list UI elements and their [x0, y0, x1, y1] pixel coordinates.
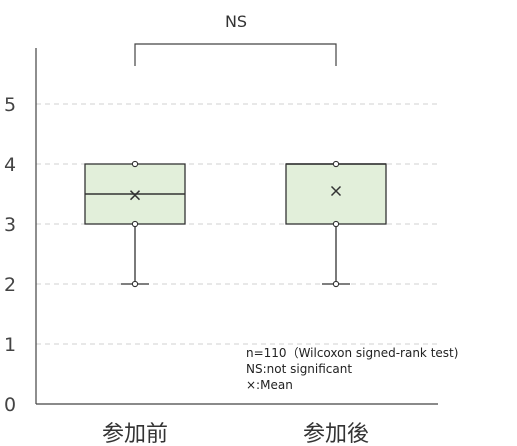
bracket-line — [134, 43, 337, 66]
box-1 — [84, 160, 186, 288]
mean-marker — [129, 190, 141, 201]
note-mean: ×:Mean — [246, 378, 293, 392]
legend-notes: n=110（Wilcoxon signed-rank test) NS:not … — [246, 346, 458, 392]
x-category-label: 参加後 — [303, 422, 369, 446]
box-iqr — [285, 163, 387, 225]
boxes — [84, 160, 387, 288]
quartile-point — [131, 280, 139, 288]
x-axis: 参加前 参加後 — [36, 403, 438, 446]
x-category-label: 参加前 — [102, 422, 168, 446]
y-tick-label: 4 — [4, 154, 16, 176]
mean-marker — [330, 185, 342, 197]
quartile-point — [332, 160, 340, 168]
significance-bracket: NS — [134, 12, 337, 66]
y-tick-label: 1 — [4, 334, 16, 356]
y-axis: 0 1 2 3 4 5 — [4, 48, 37, 416]
quartile-point — [332, 280, 340, 288]
y-tick-label: 2 — [4, 274, 16, 296]
y-tick-label: 3 — [4, 214, 16, 236]
note-ns: NS:not significant — [246, 362, 352, 376]
quartile-point — [332, 220, 340, 228]
y-tick-label: 0 — [4, 394, 16, 416]
y-tick-label: 5 — [4, 94, 16, 116]
quartile-point — [131, 220, 139, 228]
note-sample-size: n=110（Wilcoxon signed-rank test) — [246, 346, 458, 360]
box-2 — [285, 160, 387, 288]
significance-label: NS — [225, 12, 247, 31]
quartile-point — [131, 160, 139, 168]
